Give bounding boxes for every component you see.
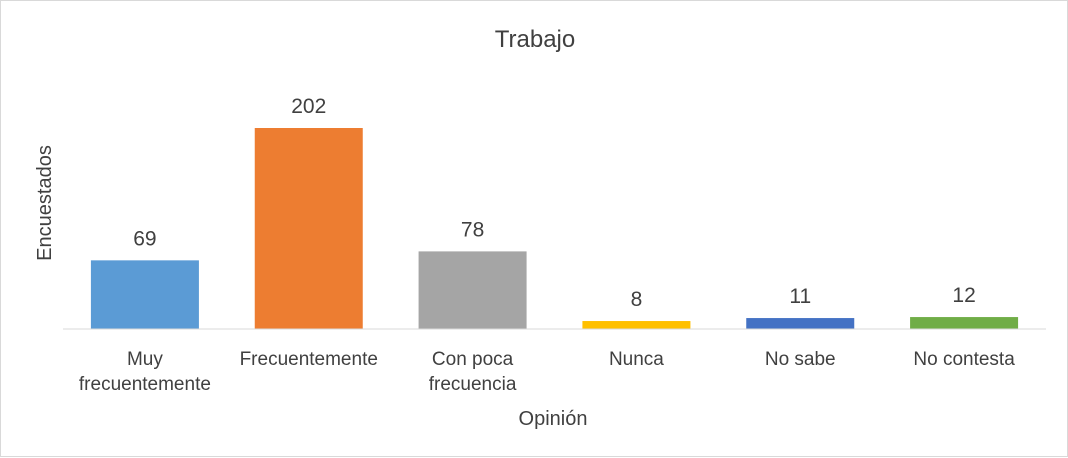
x-tick-label-0: Muy frecuentemente bbox=[79, 349, 211, 395]
x-tick-label-line: Frecuentemente bbox=[240, 349, 378, 370]
x-tick-label-1: Frecuentemente bbox=[240, 349, 378, 370]
x-tick-label-line: Con poca bbox=[432, 349, 514, 370]
x-tick-label-line: No sabe bbox=[765, 349, 836, 370]
bars-layer bbox=[90, 128, 1019, 329]
x-tick-label-3: Nunca bbox=[609, 349, 664, 370]
data-label-2: 78 bbox=[461, 218, 484, 241]
x-tick-labels-layer: Muy frecuentemente Frecuentemente Con poca f… bbox=[79, 349, 1015, 395]
data-label-5: 12 bbox=[952, 284, 975, 307]
bar-4 bbox=[746, 318, 855, 329]
x-tick-label-line: No contesta bbox=[913, 349, 1015, 370]
x-tick-label-2: Con poca frecuencia bbox=[429, 349, 517, 395]
bar-1 bbox=[254, 128, 363, 329]
data-label-0: 69 bbox=[133, 227, 156, 250]
bar-0 bbox=[90, 260, 199, 329]
data-labels-layer: 69 202 78 8 11 12 bbox=[133, 95, 976, 311]
x-axis-label: Opinión bbox=[519, 408, 588, 430]
data-label-4: 11 bbox=[789, 285, 811, 308]
chart-title: Trabajo bbox=[495, 26, 575, 53]
data-label-3: 8 bbox=[631, 288, 643, 311]
bar-3 bbox=[582, 321, 691, 329]
x-tick-label-4: No sabe bbox=[765, 349, 836, 370]
x-tick-label-line: Muy bbox=[127, 349, 163, 370]
bar-2 bbox=[418, 251, 527, 329]
x-tick-label-line: Nunca bbox=[609, 349, 664, 370]
data-label-1: 202 bbox=[291, 95, 326, 118]
bar-5 bbox=[910, 317, 1019, 329]
y-axis-label: Encuestados bbox=[34, 145, 56, 261]
x-tick-label-line: frecuencia bbox=[429, 374, 517, 395]
x-tick-label-line: frecuentemente bbox=[79, 374, 211, 395]
x-tick-label-5: No contesta bbox=[913, 349, 1015, 370]
